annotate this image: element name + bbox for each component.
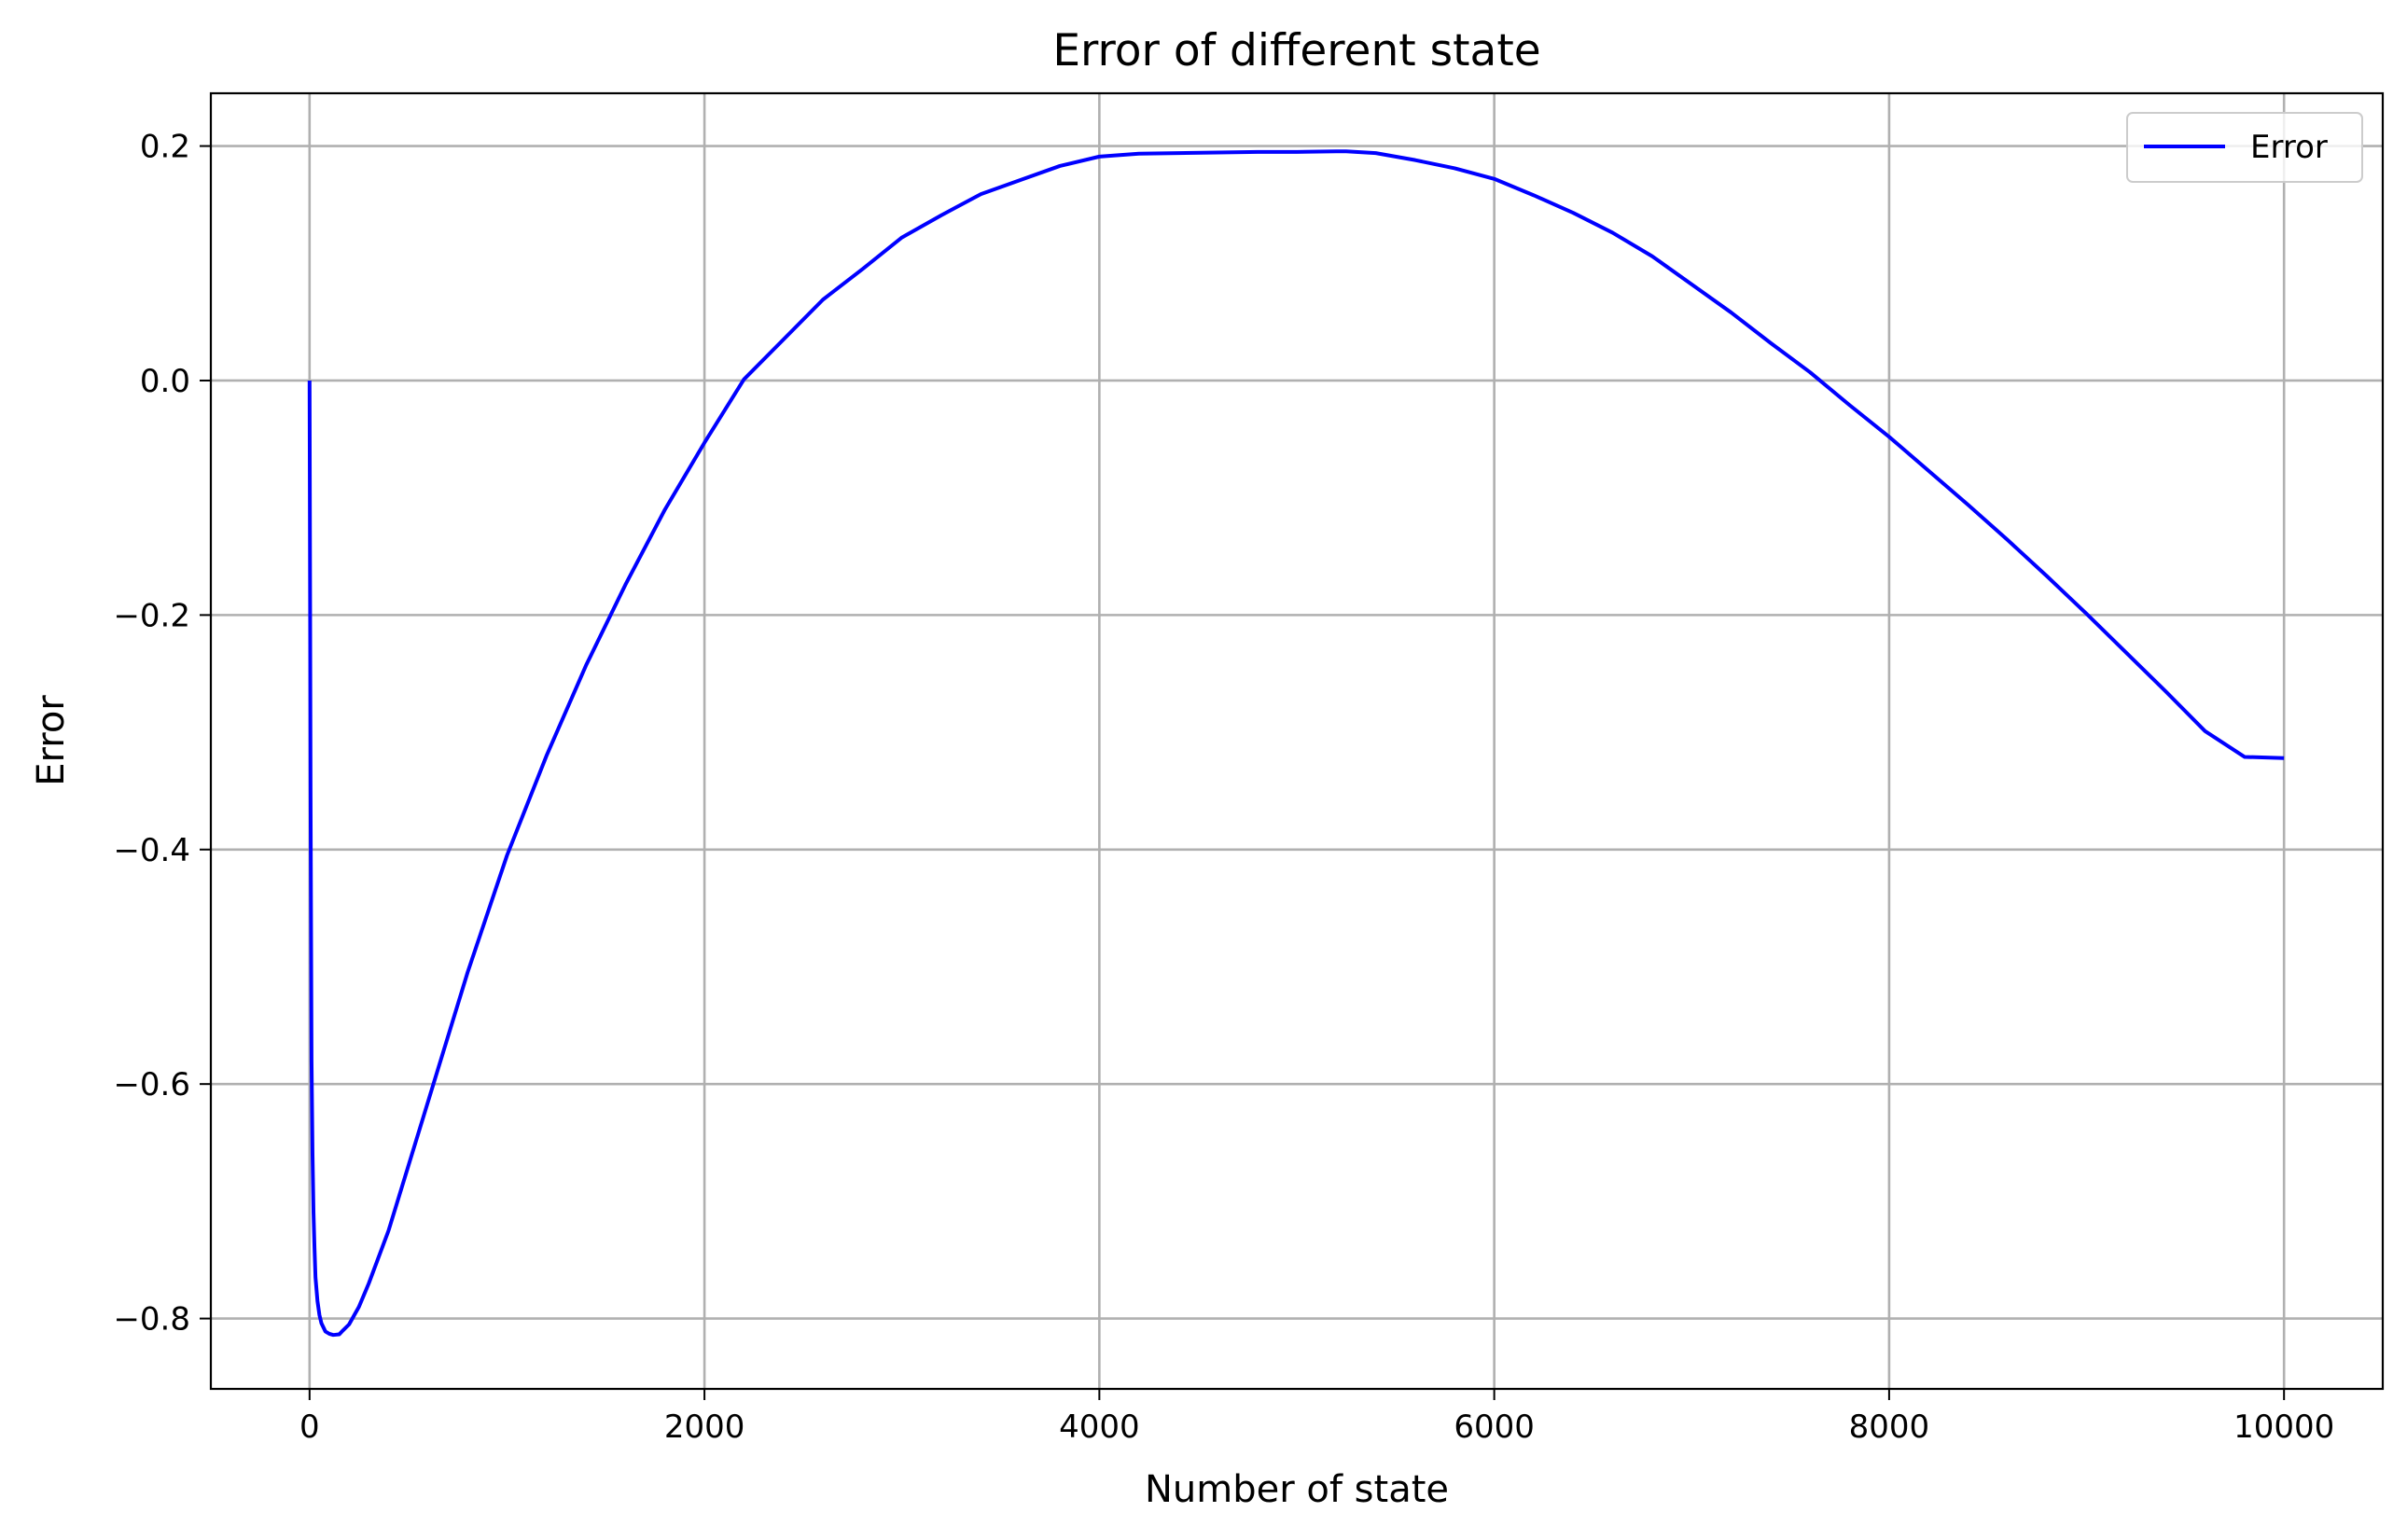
y-tick-label: −0.8 [113, 1301, 190, 1339]
y-tick-label: −0.2 [113, 597, 190, 634]
y-tick-label: −0.4 [113, 832, 190, 869]
y-tick-label: −0.6 [113, 1066, 190, 1103]
x-axis-label: Number of state [1145, 1468, 1449, 1511]
ticks: 0 2000 4000 6000 8000 10000 0.2 0.0 −0.2 −0.4 −0.6… [113, 129, 2334, 1446]
x-tick-label: 10000 [2233, 1408, 2334, 1446]
y-tick-label: 0.2 [140, 129, 190, 166]
x-tick-label: 4000 [1059, 1408, 1140, 1446]
series-layer [307, 149, 2285, 1338]
y-tick-label: 0.0 [140, 363, 190, 400]
grid [211, 93, 2383, 1389]
y-axis-label: Error [30, 695, 73, 786]
x-tick-label: 6000 [1454, 1408, 1535, 1446]
plot-background [211, 93, 2383, 1389]
x-tick-label: 2000 [664, 1408, 745, 1446]
chart-title: Error of different state [1052, 25, 1540, 76]
x-tick-label: 0 [299, 1408, 320, 1446]
legend: Error [2126, 112, 2363, 183]
x-tick-label: 8000 [1849, 1408, 1930, 1446]
series-line-error [307, 149, 2285, 1338]
legend-box [2126, 112, 2363, 183]
legend-label-error: Error [2250, 129, 2328, 166]
plot-frame [209, 91, 2385, 1391]
